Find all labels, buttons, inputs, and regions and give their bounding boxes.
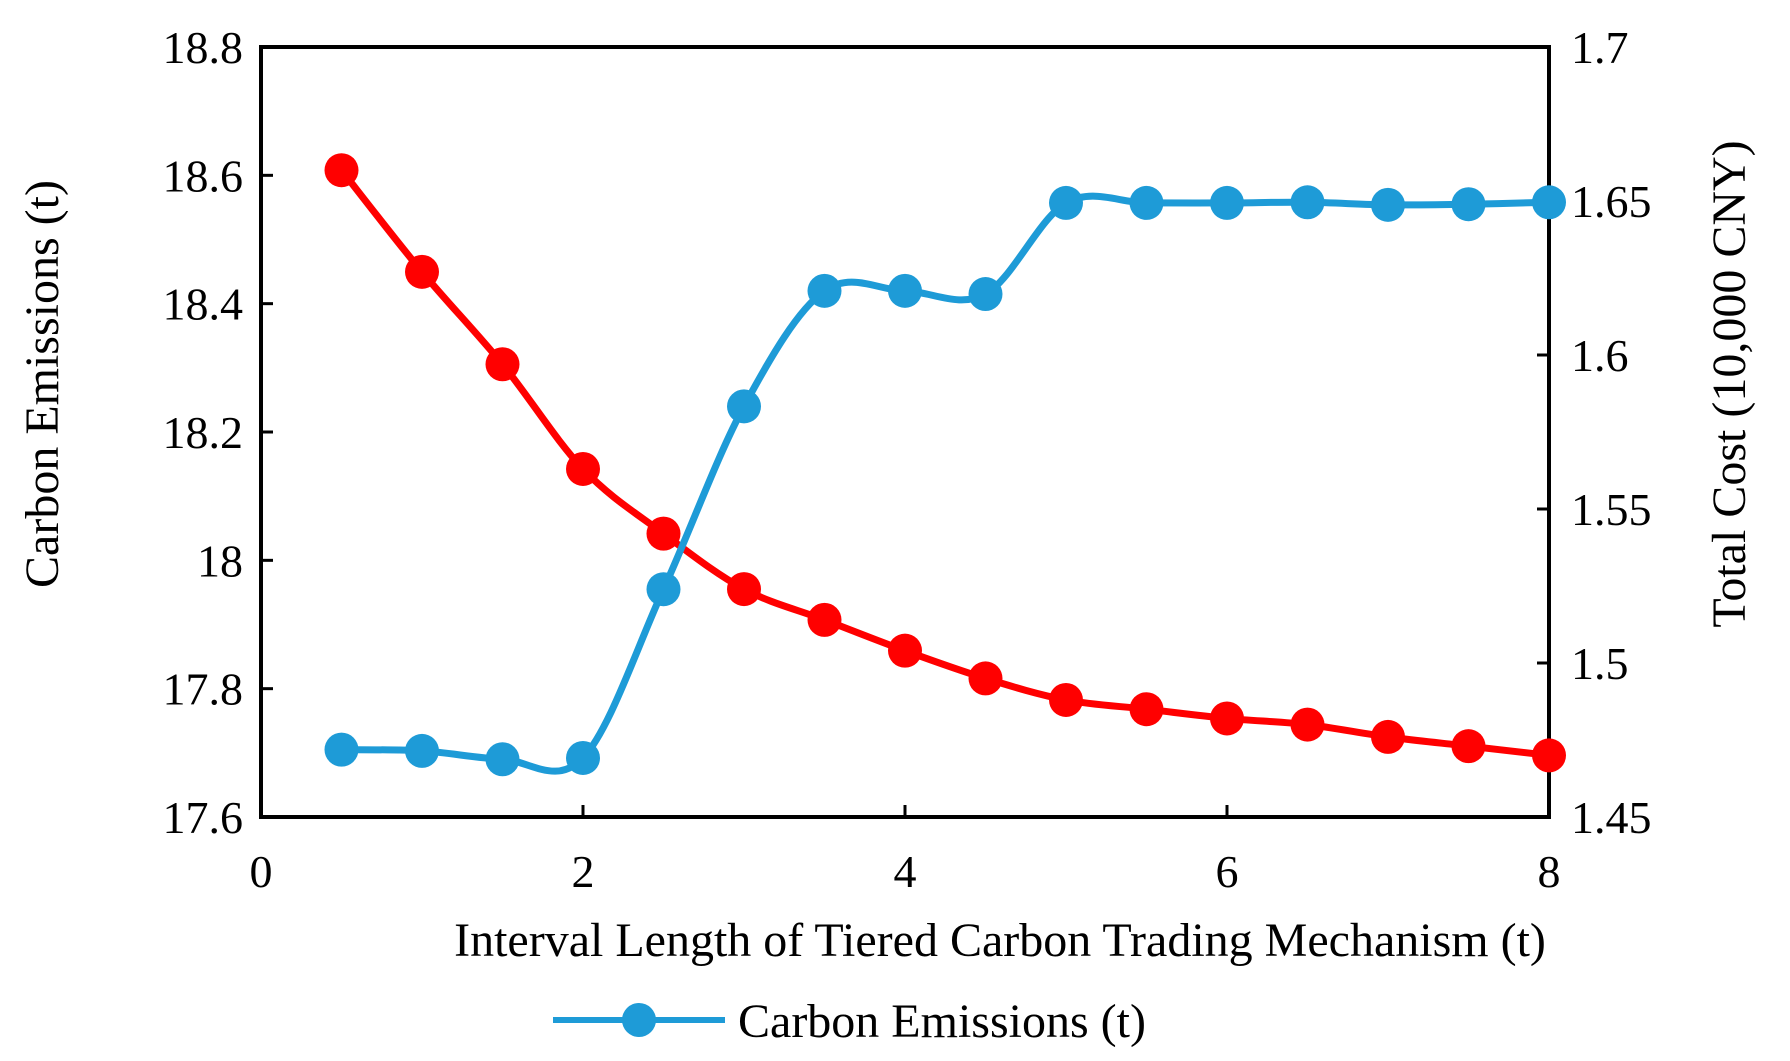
data-point bbox=[1451, 187, 1486, 222]
series-layer bbox=[324, 153, 1566, 777]
x-axis-ticks: 0 2 4 6 8 bbox=[250, 805, 1561, 897]
data-point bbox=[1290, 185, 1325, 220]
data-point bbox=[968, 661, 1003, 696]
data-point bbox=[1371, 187, 1405, 222]
data-point bbox=[807, 273, 842, 308]
data-point bbox=[1532, 185, 1566, 220]
legend: Carbon Emissions (t) bbox=[553, 995, 1146, 1048]
data-point bbox=[968, 277, 1003, 312]
data-point bbox=[405, 733, 439, 768]
legend-marker bbox=[622, 1003, 656, 1037]
series-carbon-emissions bbox=[324, 185, 1566, 777]
y-right-tick-label: 1.7 bbox=[1571, 22, 1629, 73]
x-tick-label: 8 bbox=[1538, 846, 1561, 897]
data-point bbox=[646, 572, 681, 607]
y-left-tick-label: 18.2 bbox=[163, 407, 244, 458]
data-point bbox=[888, 633, 922, 668]
x-tick-label: 2 bbox=[572, 846, 595, 897]
y-right-tick-label: 1.6 bbox=[1571, 330, 1629, 381]
data-point bbox=[1129, 185, 1164, 220]
data-point bbox=[1532, 738, 1566, 773]
data-point bbox=[807, 602, 842, 637]
data-point bbox=[1290, 707, 1325, 742]
y-right-tick-label: 1.45 bbox=[1571, 792, 1652, 843]
legend-label: Carbon Emissions (t) bbox=[738, 995, 1146, 1048]
x-tick-label: 4 bbox=[894, 846, 917, 897]
data-point bbox=[485, 742, 520, 777]
y-right-tick-label: 1.55 bbox=[1571, 484, 1652, 535]
y-axis-right-ticks: 1.45 1.5 1.55 1.6 1.65 1.7 bbox=[1537, 22, 1652, 843]
y-right-tick-label: 1.5 bbox=[1571, 638, 1629, 689]
data-point bbox=[1049, 682, 1083, 717]
data-point bbox=[324, 732, 359, 767]
data-point bbox=[566, 451, 600, 486]
y-axis-right-title: Total Cost (10,000 CNY) bbox=[1703, 140, 1756, 627]
y-right-tick-label: 1.65 bbox=[1571, 176, 1652, 227]
data-point bbox=[727, 572, 761, 607]
y-left-tick-label: 18.8 bbox=[163, 22, 244, 73]
x-axis-title: Interval Length of Tiered Carbon Trading… bbox=[454, 914, 1546, 967]
x-tick-label: 0 bbox=[250, 846, 273, 897]
data-point bbox=[324, 153, 359, 188]
y-left-tick-label: 18.4 bbox=[163, 279, 244, 330]
data-point bbox=[646, 516, 681, 551]
y-axis-left-ticks: 17.6 17.8 18 18.2 18.4 18.6 18.8 bbox=[163, 22, 273, 843]
data-point bbox=[888, 273, 922, 308]
data-point bbox=[1210, 185, 1244, 220]
data-point bbox=[1129, 692, 1164, 727]
y-left-tick-label: 17.8 bbox=[163, 664, 244, 715]
y-axis-left-title: Carbon Emissions (t) bbox=[16, 180, 69, 588]
data-point bbox=[1451, 729, 1486, 764]
data-point bbox=[1210, 701, 1244, 736]
x-tick-label: 6 bbox=[1216, 846, 1239, 897]
data-point bbox=[405, 254, 439, 289]
data-point bbox=[485, 347, 520, 382]
data-point bbox=[727, 389, 761, 424]
data-point bbox=[566, 740, 600, 775]
y-left-tick-label: 17.6 bbox=[163, 792, 244, 843]
data-point bbox=[1049, 185, 1083, 220]
data-point bbox=[1371, 719, 1405, 754]
y-left-tick-label: 18.6 bbox=[163, 150, 244, 201]
series-total-cost bbox=[324, 153, 1566, 773]
y-left-tick-label: 18 bbox=[197, 535, 243, 586]
